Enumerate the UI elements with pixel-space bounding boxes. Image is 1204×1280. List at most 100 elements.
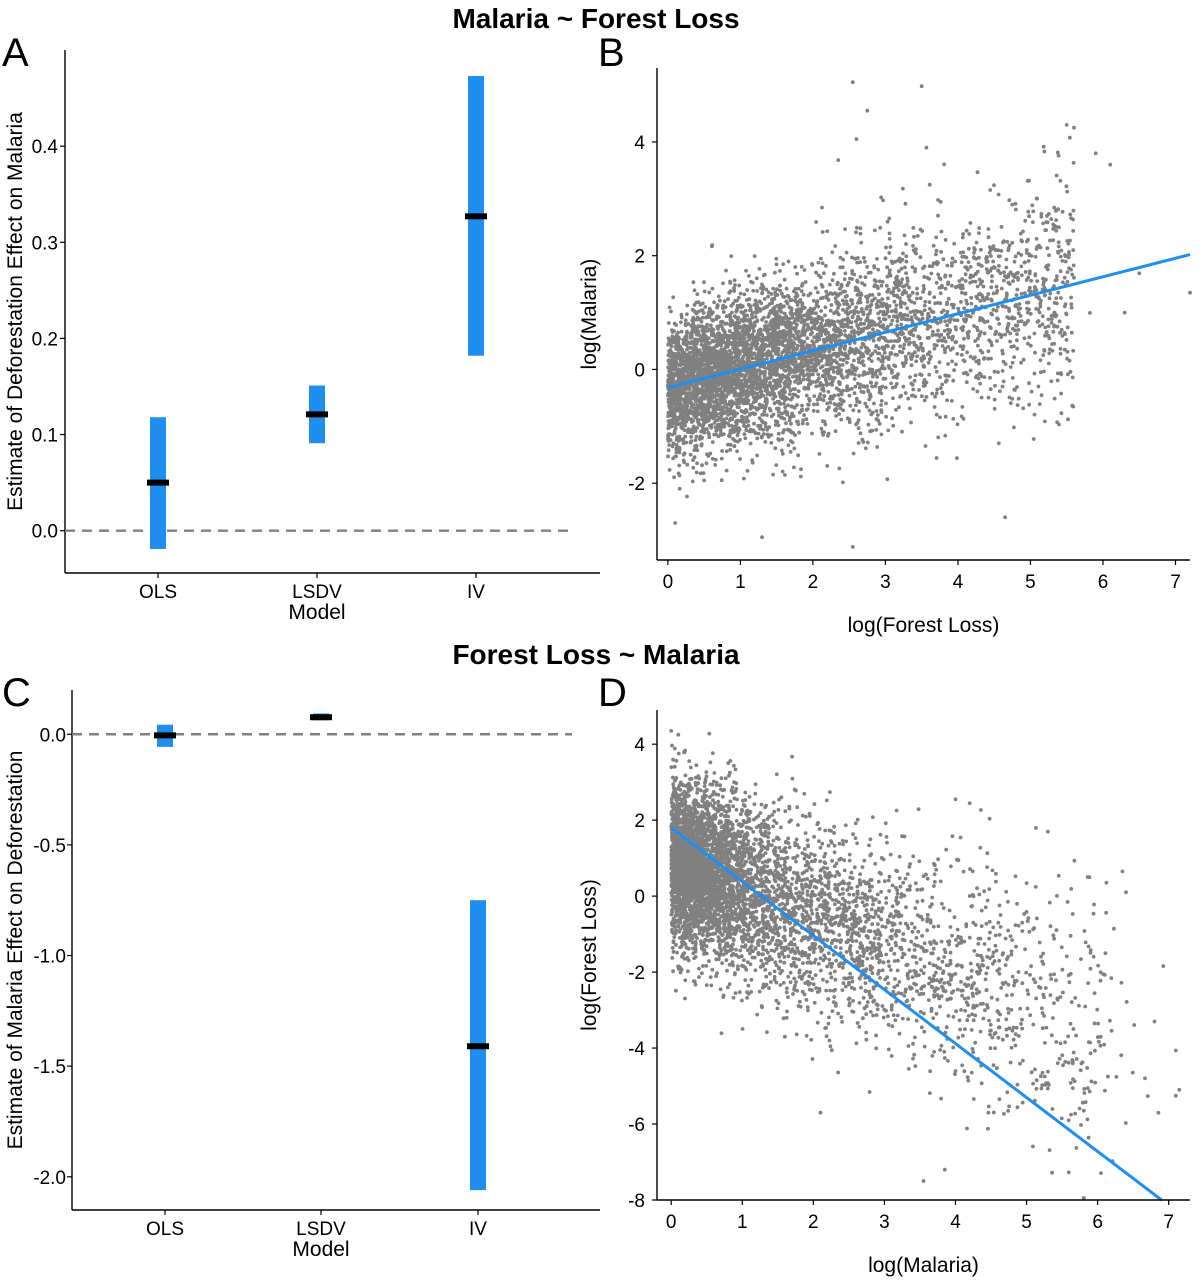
data-point [1055,150,1060,155]
data-point [1052,301,1057,305]
data-point [895,353,899,357]
data-point [897,338,901,343]
data-point [714,389,719,394]
data-point [1071,348,1076,353]
data-point [930,333,935,338]
data-point [805,359,810,364]
data-point [936,198,940,202]
data-point [887,314,892,319]
data-point [684,440,689,445]
data-point [865,384,869,388]
data-point [861,312,866,317]
data-point [761,420,765,425]
data-point [875,375,880,379]
data-point [940,390,945,395]
data-point [755,436,760,441]
data-point [739,318,744,322]
data-point [989,297,994,302]
data-point [884,401,888,406]
data-point [786,343,790,347]
data-point [752,412,757,417]
data-point [814,311,818,316]
data-point [833,429,838,434]
data-point [911,333,916,338]
data-point [934,248,939,253]
data-point [763,440,768,444]
data-point [768,309,773,314]
data-point [924,395,929,399]
data-point [980,293,984,298]
data-point [702,478,706,483]
data-point [955,456,959,460]
data-point [841,480,845,485]
data-point [696,300,701,304]
data-point [1028,312,1033,316]
data-point [740,329,745,334]
data-point [795,303,800,307]
data-point [801,377,806,382]
data-point [683,395,688,400]
data-point [1019,292,1024,296]
data-point [865,316,870,320]
data-point [889,309,894,314]
data-point [702,402,706,407]
data-point [857,400,862,405]
data-point [822,394,827,398]
data-point [858,231,863,236]
data-point [810,310,815,315]
data-point [679,320,683,325]
data-point [884,304,889,309]
data-point [733,339,737,344]
data-point [724,468,729,473]
data-point [951,346,955,351]
data-point [723,365,728,369]
data-point [858,275,863,279]
data-point [912,234,916,239]
data-point [819,256,823,261]
data-point [824,264,828,268]
data-point [1002,270,1006,274]
data-point [943,319,948,324]
data-point [834,386,839,391]
data-point [683,318,688,323]
data-point [889,339,893,343]
data-point [745,418,749,422]
data-point [996,305,1000,309]
data-point [987,338,992,343]
data-point [1037,310,1042,315]
data-point [870,352,875,356]
data-point [708,355,713,360]
data-point [1060,259,1065,263]
data-point [878,225,883,230]
data-point [1036,384,1041,389]
data-point [934,369,939,374]
data-point [938,415,942,420]
data-point [1059,391,1063,396]
data-point [900,277,905,282]
data-point [760,290,765,295]
data-point [932,346,937,351]
data-point [837,402,842,406]
data-point [986,356,990,361]
data-point [720,421,724,426]
data-point [669,309,673,314]
data-point [764,397,769,402]
data-point [780,451,785,456]
data-point [737,405,741,410]
data-point [702,289,707,294]
data-point [1026,341,1030,346]
data-point [1071,248,1076,253]
data-point [1041,221,1045,226]
data-point [1008,282,1012,286]
data-point [765,427,769,432]
data-point [836,293,840,298]
data-point [890,318,895,323]
data-point [819,397,823,401]
data-point [927,300,932,305]
data-point [1068,369,1073,374]
data-point [816,326,821,331]
data-point [819,426,824,431]
data-point [979,330,983,334]
data-point [885,219,890,224]
data-point [952,318,957,322]
